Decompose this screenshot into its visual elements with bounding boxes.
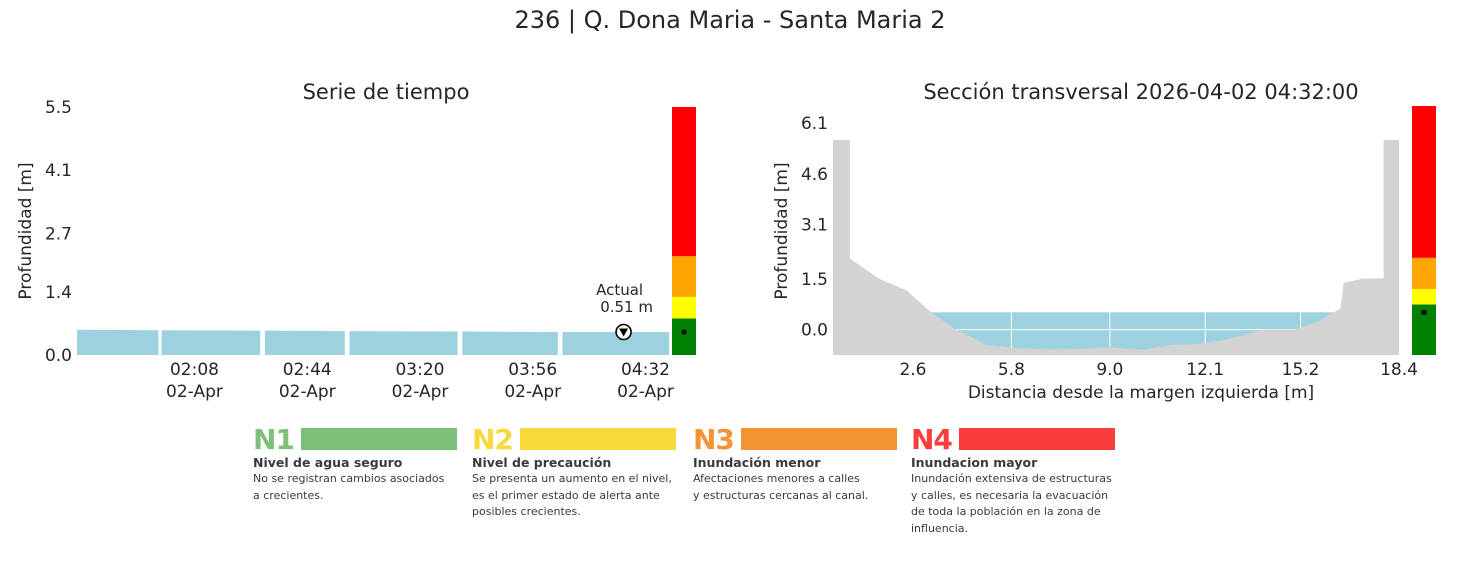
y-tick-label: 6.1 [801, 114, 828, 134]
x-tick-date-label: 02-Apr [392, 382, 449, 402]
y-tick-label: 0.0 [45, 346, 72, 366]
water-depth-segment [161, 330, 261, 355]
x-tick-label: 18.4 [1380, 360, 1418, 380]
x-tick-label: 12.1 [1186, 360, 1224, 380]
alert-current-dot [1421, 309, 1427, 315]
legend-n1-description: No se registran cambios asociados a crec… [253, 471, 457, 504]
time-series-plot-area [77, 329, 669, 355]
time-series-alert-bar [672, 107, 696, 355]
charts-canvas: Serie de tiempo Profundidad [m] 0.0 1.4 2.… [16, 80, 1436, 403]
x-tick-time-label: 03:56 [508, 360, 557, 380]
alert-bar-orange [1412, 257, 1436, 289]
y-tick-label: 5.5 [45, 98, 72, 118]
alert-bar-orange [672, 256, 696, 297]
legend-n1: N1 Nivel de agua seguro No se registran … [253, 422, 457, 504]
legend-n4-line: influencia. [911, 521, 969, 535]
legend-n1-name: Nivel de agua seguro [253, 455, 403, 470]
legend-n3-line: Afectaciones menores a calles [693, 472, 860, 485]
alert-bar-yellow [672, 296, 696, 319]
x-tick-date-label: 02-Apr [166, 382, 223, 402]
current-value-label: 0.51 m [600, 298, 653, 316]
legend-n3-code: N3 [693, 422, 735, 456]
legend-n3-line: y estructuras cercanas al canal. [693, 488, 869, 502]
y-tick-label: 3.1 [801, 216, 828, 236]
legend-n2-code: N2 [472, 422, 514, 456]
legend-n3-description: Afectaciones menores a calles y estructu… [693, 471, 897, 504]
alert-bar-red [1412, 106, 1436, 258]
water-depth-segment [462, 331, 558, 355]
legend-n4-line: Inundación extensiva de estructuras [911, 472, 1112, 485]
y-tick-label: 2.7 [45, 224, 72, 244]
legend-n3: N3 Inundación menor Afectaciones menores… [693, 422, 897, 504]
water-depth-segment [562, 332, 669, 355]
alert-bar-red [672, 107, 696, 257]
water-depth-segment [264, 330, 345, 355]
cross-section-plot-area [833, 106, 1400, 355]
time-series-x-ticks: 02:0802-Apr02:4402-Apr03:2002-Apr03:5602… [166, 360, 674, 402]
legend-n4-bar [959, 428, 1115, 450]
cross-section-x-ticks: 2.6 5.8 9.0 12.1 15.2 18.4 [899, 360, 1417, 380]
cross-section-x-axis-label: Distancia desde la margen izquierda [m] [968, 383, 1314, 403]
time-series-y-axis-label: Profundidad [m] [16, 162, 36, 299]
y-tick-label: 1.5 [801, 270, 828, 290]
y-tick-label: 4.1 [45, 161, 72, 181]
legend-n3-bar [741, 428, 897, 450]
current-level-triangle [619, 328, 629, 337]
legend-n1-bar [301, 428, 457, 450]
legend-n2-line: Se presenta un aumento en el nivel, [472, 472, 672, 485]
legend-n2-name: Nivel de precaución [472, 455, 612, 470]
legend-n4-line: de toda la población en la zona de [911, 505, 1101, 518]
x-tick-date-label: 02-Apr [504, 382, 561, 402]
x-tick-date-label: 02-Apr [279, 382, 336, 402]
y-tick-label: 4.6 [801, 165, 828, 185]
alert-current-dot [681, 329, 687, 335]
page-title: 236 | Q. Dona Maria - Santa Maria 2 [514, 6, 946, 34]
y-tick-label: 1.4 [45, 283, 72, 303]
x-tick-label: 2.6 [899, 360, 926, 380]
time-series-title: Serie de tiempo [303, 80, 470, 104]
x-tick-time-label: 02:08 [170, 360, 219, 380]
x-tick-date-label: 02-Apr [617, 382, 674, 402]
water-depth-segment [349, 331, 458, 355]
legend-n1-line: a crecientes. [253, 488, 324, 502]
legend-n4-code: N4 [911, 422, 953, 456]
cross-section-title: Sección transversal 2026-04-02 04:32:00 [923, 80, 1358, 104]
legend-n2-line: posibles crecientes. [472, 505, 581, 518]
cross-section-alert-bar [1412, 106, 1436, 355]
legend-n2-description: Se presenta un aumento en el nivel, es e… [472, 471, 676, 521]
legend-n2: N2 Nivel de precaución Se presenta un au… [472, 422, 676, 521]
legend-n4-name: Inundacion mayor [911, 455, 1038, 470]
cross-section-chart: Sección transversal 2026-04-02 04:32:00 … [772, 80, 1436, 403]
alert-bar-green [672, 318, 696, 355]
legend-n4-description: Inundación extensiva de estructuras y ca… [911, 471, 1115, 537]
time-series-chart: Serie de tiempo Profundidad [m] 0.0 1.4 2.… [16, 80, 696, 402]
legend-n2-line: es el primer estado de alerta ante [472, 488, 660, 502]
x-tick-label: 9.0 [1096, 360, 1123, 380]
legend-n1-line: No se registran cambios asociados [253, 472, 445, 485]
x-tick-label: 15.2 [1282, 360, 1320, 380]
y-tick-label: 0.0 [801, 321, 828, 341]
current-label: Actual [596, 281, 643, 299]
legend-n4-line: y calles, es necesaria la evacuación [911, 488, 1109, 502]
ground-profile [833, 139, 1399, 355]
alert-bar-yellow [1412, 288, 1436, 305]
x-tick-time-label: 02:44 [283, 360, 332, 380]
legend-n4: N4 Inundacion mayor Inundación extensiva… [911, 422, 1115, 537]
x-tick-time-label: 03:20 [395, 360, 444, 380]
x-tick-label: 5.8 [998, 360, 1025, 380]
x-tick-time-label: 04:32 [621, 360, 670, 380]
legend-n1-code: N1 [253, 422, 295, 456]
water-depth-segment [77, 329, 159, 355]
cross-section-y-axis-label: Profundidad [m] [772, 162, 792, 299]
cross-section-y-ticks: 0.0 1.5 3.1 4.6 6.1 [801, 114, 828, 341]
legend-n2-bar [520, 428, 676, 450]
legend-n3-name: Inundación menor [693, 455, 821, 470]
time-series-y-ticks: 0.0 1.4 2.7 4.1 5.5 [45, 98, 72, 366]
